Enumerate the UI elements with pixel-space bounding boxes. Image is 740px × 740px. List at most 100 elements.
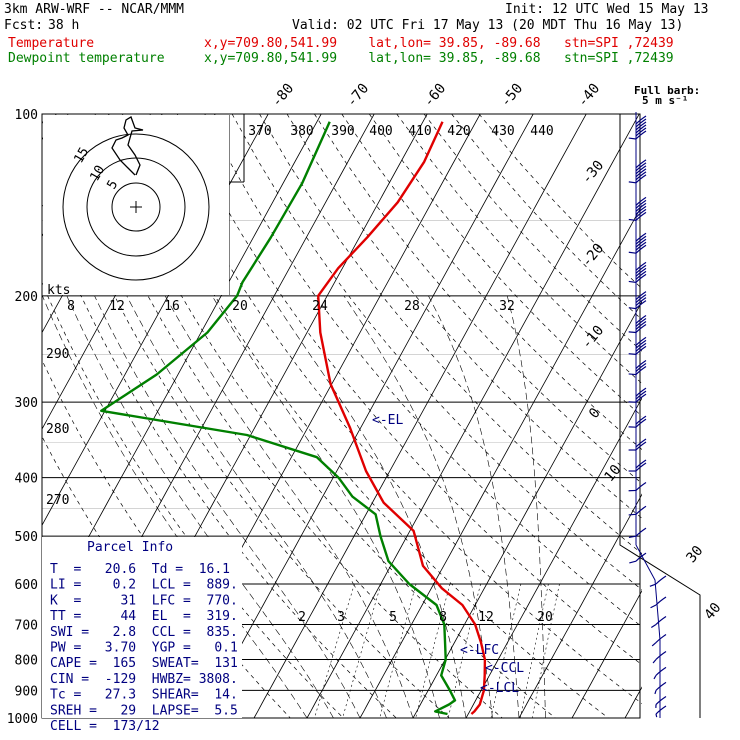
mixing-ratio-label: 3 [337, 610, 345, 625]
temperature-station-info: x,y=709.80,541.99 lat,lon= 39.85, -89.68… [204, 36, 674, 51]
wind-column-border [619, 114, 701, 718]
pressure-tick-label: 400 [15, 472, 38, 487]
isotherm-label: 30 [683, 543, 706, 566]
wind-barb-flag [655, 650, 667, 660]
wind-barb [655, 705, 667, 718]
isotherm-label: -50 [498, 81, 527, 111]
dry-adiabat-line [369, 114, 642, 417]
wind-barb-staff [628, 251, 637, 254]
hodograph-trace [111, 116, 144, 176]
wind-barb [651, 634, 667, 647]
wind-barb-flag [635, 208, 647, 218]
level-marker: <-EL [372, 413, 403, 428]
isotherm-label: -40 [575, 81, 604, 111]
wind-barb-flag [635, 317, 647, 327]
wind-barb-flag [635, 552, 647, 562]
parcel-info-row: Tc = 27.3 SHEAR= 14. [50, 688, 238, 703]
model-title: 3km ARW-WRF -- NCAR/MMM [4, 2, 185, 17]
wind-barb-staff [628, 331, 637, 334]
wind-barb-flag [635, 238, 647, 248]
wind-barb-flag [635, 345, 647, 355]
wind-barb [628, 387, 647, 403]
moist-adiabat-line [94, 295, 361, 719]
isotherm-line [678, 114, 740, 718]
wind-barb-flag [635, 415, 647, 425]
wind-barb-flag [635, 162, 647, 172]
wind-barb-staff [655, 713, 658, 718]
isotherm-line [518, 493, 642, 719]
wind-barb [628, 459, 647, 472]
mixing-ratio-label: 20 [232, 299, 248, 314]
parcel-info-row: CELL = 173/12 [50, 719, 160, 734]
wind-barb-flag [635, 363, 647, 372]
wind-barb-staff [628, 181, 637, 184]
pressure-tick-label: 800 [15, 653, 38, 668]
dry-adiabat-line [176, 114, 642, 666]
wind-barb-flag [635, 481, 647, 491]
dry-adiabat-line [396, 114, 642, 384]
theta-label: 390 [331, 124, 354, 139]
wind-barb-flag [635, 320, 647, 330]
full-barb-label: Full barb: [634, 84, 700, 97]
isotherm-label: -20 [579, 241, 608, 271]
wind-barb-flag [635, 336, 647, 346]
wind-barb-flag [635, 244, 647, 254]
level-marker: <-CCL [485, 661, 524, 676]
wind-barb-flag [635, 505, 647, 515]
wind-barb-flag [635, 159, 647, 169]
full-barb-unit: 5 m s⁻¹ [642, 94, 688, 107]
wind-barb-flag [635, 323, 647, 333]
wind-barb-flag [635, 393, 647, 403]
wind-barb-flag [635, 270, 647, 280]
wind-barb [628, 336, 647, 355]
hodograph-unit-label: kts [47, 283, 70, 298]
wind-barb [628, 314, 647, 334]
wind-barb-flag [635, 127, 647, 137]
wind-barb [654, 681, 667, 695]
hodograph-ring [62, 133, 210, 281]
moist-adiabat-line [270, 295, 467, 719]
parcel-info-box: Parcel Info T = 20.6 Td = 16.1LI = 0.2 LC… [42, 537, 242, 734]
dewpoint-station-info: x,y=709.80,541.99 lat,lon= 39.85, -89.68… [204, 51, 674, 66]
parcel-info-row: SWI = 2.8 CCL = 835. [50, 625, 238, 640]
wind-barb-flag [655, 705, 667, 715]
wind-barb-flag [635, 118, 647, 128]
moist-adiabat-line [343, 295, 493, 719]
theta-left-label: 290 [46, 347, 69, 362]
parcel-info-row: LI = 0.2 LCL = 889. [50, 578, 238, 593]
dry-adiabat-line [259, 114, 642, 555]
isotherm-label: 40 [701, 600, 724, 623]
valid-time: Valid: 02 UTC Fri 17 May 13 (20 MDT Thu … [292, 18, 684, 33]
wind-barb-staff [650, 604, 657, 609]
dry-adiabat-line [231, 114, 642, 591]
mixing-ratio-label: 32 [499, 299, 515, 314]
pressure-tick-label: 700 [15, 618, 38, 633]
dewpoint-legend-label: Dewpoint temperature [8, 51, 165, 66]
wind-barb-flag [635, 232, 647, 242]
wind-barb-flag [635, 168, 647, 178]
parcel-info-row: K = 31 LFC = 770. [50, 593, 238, 608]
wind-barb-flag [635, 300, 647, 310]
wind-barb [650, 596, 667, 609]
wind-barb-flag [635, 241, 647, 251]
dewpoint-trace [100, 121, 457, 716]
sounding-traces [100, 121, 487, 716]
isotherm-line [0, 114, 3, 718]
wind-barb [628, 438, 647, 451]
wind-barb-flag [635, 441, 647, 451]
isotherm-label: -30 [579, 158, 608, 188]
wind-barb-staff [628, 307, 637, 310]
theta-left-label: 270 [46, 493, 69, 508]
theta-label: 370 [248, 124, 271, 139]
wind-barb-staff [628, 280, 637, 283]
wind-barb-flag [635, 390, 647, 400]
hodograph-ring-label: 10 [87, 163, 108, 184]
mixing-ratio-line [379, 583, 417, 719]
forecast-label: Fcst: [4, 18, 44, 33]
mixing-ratio-label: 8 [439, 610, 447, 625]
wind-barb [628, 115, 647, 140]
mixing-ratio-label: 24 [312, 299, 328, 314]
wind-profile [628, 112, 667, 718]
mixing-ratio-label: 8 [67, 299, 75, 314]
mixing-ratio-label: 16 [164, 299, 180, 314]
